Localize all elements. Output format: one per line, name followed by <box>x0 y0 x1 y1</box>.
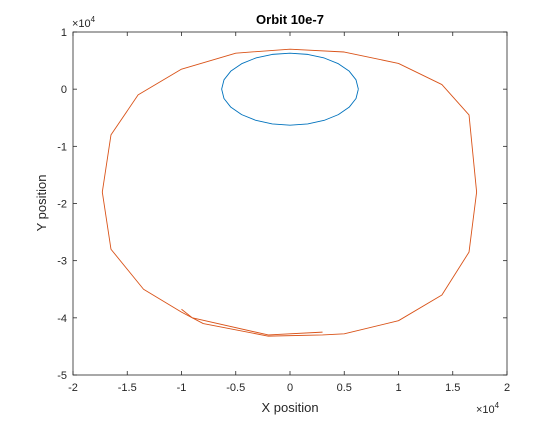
x-exponent-power: 4 <box>495 401 500 410</box>
series-line-1 <box>221 52 359 126</box>
plot-area <box>73 32 507 375</box>
series-layer <box>101 48 478 337</box>
x-tick-label: -1 <box>177 382 187 394</box>
y-axis-label: Y position <box>34 175 49 232</box>
x-tick-label: -2 <box>68 382 78 394</box>
x-tick-label: -0.5 <box>226 382 245 394</box>
series-line-3 <box>181 308 323 336</box>
y-tick-label: -4 <box>57 313 67 325</box>
x-axis-label: X position <box>261 400 318 415</box>
x-tick-label: 2 <box>504 382 510 394</box>
y-tick-label: 0 <box>61 84 67 96</box>
x-axis-exponent: ×104 <box>476 401 500 416</box>
y-tick-label: -1 <box>57 141 67 153</box>
axes-frame <box>72 31 508 376</box>
axes-box <box>72 31 508 376</box>
x-exponent-base: ×10 <box>476 404 495 416</box>
y-tick-label: -3 <box>57 256 67 268</box>
y-tick-label: -2 <box>57 199 67 211</box>
axes <box>73 32 507 375</box>
series-line-2 <box>101 48 478 337</box>
y-exponent-base: ×10 <box>72 18 91 30</box>
y-axis-exponent: ×104 <box>72 15 96 30</box>
x-tick-label: 1.5 <box>445 382 460 394</box>
x-tick-label: 0.5 <box>337 382 352 394</box>
chart-title: Orbit 10e-7 <box>256 12 324 27</box>
y-tick-label: 1 <box>61 27 67 39</box>
y-exponent-power: 4 <box>91 15 96 24</box>
labels-layer: Orbit 10e-7 X position Y position ×104 ×… <box>34 12 510 416</box>
x-tick-label: -1.5 <box>118 382 137 394</box>
y-tick-label: -5 <box>57 370 67 382</box>
x-tick-label: 1 <box>395 382 401 394</box>
x-tick-label: 0 <box>287 382 293 394</box>
